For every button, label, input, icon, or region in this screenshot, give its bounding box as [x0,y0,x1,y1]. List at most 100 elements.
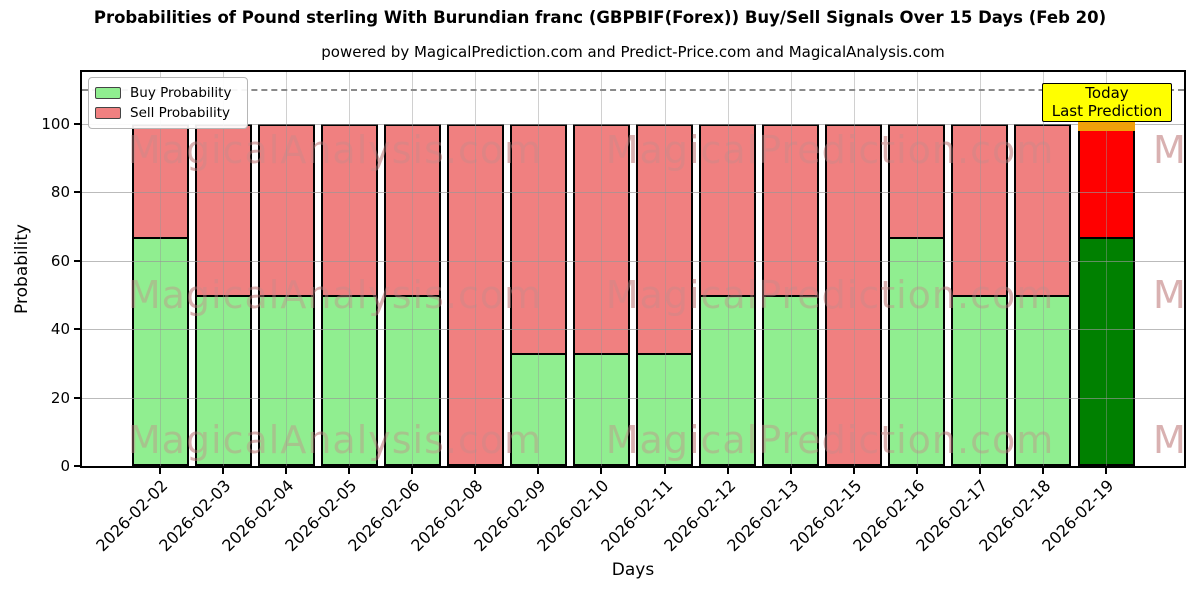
bar-buy-segment [888,236,946,466]
x-tick-mark [852,468,855,474]
y-tick-label: 20 [50,388,70,407]
bar-sell-segment [699,123,757,295]
bar-sell-segment [888,123,946,237]
bar-buy-segment [194,294,252,466]
legend-row: Buy Probability [95,83,241,103]
watermark-text: MagicalAnalysis.com [1153,128,1186,172]
y-tick-mark [74,396,80,399]
x-tick-mark [600,468,603,474]
gridline-v [538,72,540,466]
bar-buy-segment [572,352,630,466]
watermark-text: MagicalAnalysis.com [1153,128,1186,172]
x-tick-mark [1105,468,1107,474]
x-axis-label: Days [611,560,655,580]
gridline-h [82,329,1184,330]
bar-buy-segment [1077,236,1135,466]
gridline-v [223,72,225,466]
y-tick-mark [74,259,80,262]
legend-label: Buy Probability [130,85,232,101]
legend-row: Sell Probability [95,103,241,123]
y-tick-label: 100 [41,114,70,133]
gridline-h [82,123,1184,125]
bar-sell-segment [320,123,378,295]
x-tick-mark [789,468,792,474]
bar-sell-segment [951,123,1009,295]
gridline-h [82,192,1184,193]
x-tick-mark [474,468,477,474]
chart-subtitle: powered by MagicalPrediction.com and Pre… [321,43,945,61]
gridline-v [286,72,288,466]
x-tick-mark [285,468,288,474]
bar-sell-segment [762,123,820,295]
bar-buy-segment [257,294,315,466]
watermark-text: MagicalAnalysis.com [1153,273,1186,317]
gridline-v [853,72,855,466]
bar-sell-segment [446,123,504,466]
watermark-text: MagicalAnalysis.com [1153,418,1186,462]
x-tick-mark [663,468,666,474]
x-tick-mark [159,468,161,474]
bar-buy-segment [951,294,1009,466]
legend-label: Sell Probability [130,105,231,121]
x-tick-mark [915,468,918,474]
legend-swatch [95,87,121,99]
bar-sell-segment [131,123,189,237]
watermark-text: MagicalAnalysis.com [1153,273,1186,317]
gridline-v [412,72,414,466]
gridline-v [601,72,603,466]
legend-swatch [95,107,121,119]
gridline-v [1042,72,1044,466]
bar-sell-segment [572,123,630,353]
bar-sell-segment [825,123,883,466]
bar-buy-segment [509,352,567,466]
gridline-v [664,72,666,466]
legend: Buy Probability Sell Probability [88,77,248,129]
bar-sell-segment [1014,123,1072,295]
gridline-v [160,72,161,466]
y-tick-label: 0 [60,457,70,475]
gridline-v [475,72,477,466]
bar-buy-segment [636,352,694,466]
bar-sell-segment [257,123,315,295]
bar-buy-segment [320,294,378,466]
dashed-threshold-line [82,89,1184,92]
chart-title: Probabilities of Pound sterling With Bur… [93,8,1107,27]
x-tick-mark [978,468,981,474]
gridline-v [1106,72,1107,466]
x-tick-mark [348,468,351,474]
y-tick-label: 40 [50,320,70,338]
bar-sell-segment [383,123,441,295]
y-tick-mark [74,328,80,330]
x-tick-mark [537,468,540,474]
bar-buy-segment [383,294,441,466]
gridline-v [916,72,918,466]
gridline-v [979,72,981,466]
y-tick-label: 80 [50,183,70,201]
today-annotation-line1: Today [1085,84,1129,102]
y-tick-mark [74,122,80,125]
x-tick-mark [1041,468,1044,474]
bar-buy-segment [131,236,189,466]
y-tick-label: 60 [50,251,70,270]
gridline-v [727,72,729,466]
gridline-v [790,72,792,466]
plot-area: MagicalAnalysis.comMagicalPrediction.com… [80,70,1186,468]
watermark-text: MagicalAnalysis.com [1153,418,1186,462]
x-tick-mark [411,468,414,474]
today-annotation-line2: Last Prediction [1051,101,1163,120]
today-shadow-strip [1077,122,1135,131]
bar-buy-segment [762,294,820,466]
x-tick-mark [222,468,225,474]
gridline-v [349,72,351,466]
bar-sell-segment [509,123,567,353]
bar-buy-segment [1014,294,1072,466]
today-annotation-box: Today Last Prediction [1042,83,1172,122]
y-tick-mark [74,191,80,193]
gridline-h [82,260,1184,262]
gridline-h [82,397,1184,399]
x-tick-mark [726,468,729,474]
bar-buy-segment [699,294,757,466]
bar-sell-segment [636,123,694,353]
bar-sell-segment [194,123,252,295]
